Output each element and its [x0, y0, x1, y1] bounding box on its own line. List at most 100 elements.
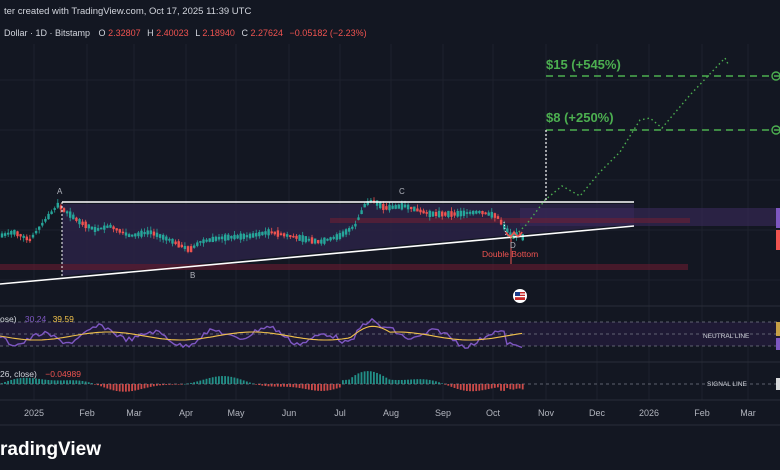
candle-body: [16, 231, 19, 237]
macd-bar: [128, 384, 130, 392]
candle-body: [379, 201, 382, 209]
candle-body: [397, 204, 400, 209]
macd-bar: [503, 384, 505, 391]
candle-body: [484, 212, 487, 215]
candle-body: [499, 219, 503, 225]
candle-body: [75, 217, 78, 221]
close-label: C: [241, 28, 248, 38]
macd-bar: [106, 384, 109, 389]
candle-body: [338, 233, 342, 240]
candle-body: [385, 206, 388, 210]
candle-body: [131, 234, 134, 237]
macd-bar: [87, 382, 90, 384]
macd-bar: [478, 384, 481, 391]
macd-bar: [379, 374, 381, 384]
rsi-legend-label: ose): [0, 314, 17, 324]
time-axis-label: 2026: [639, 408, 659, 418]
us-flag-icon[interactable]: [513, 289, 527, 303]
open-label: O: [99, 28, 106, 38]
macd-value: −0.04989: [45, 369, 81, 379]
macd-bar: [462, 384, 465, 391]
candle-body: [72, 214, 75, 220]
macd-bar: [69, 380, 71, 384]
macd-bar: [236, 378, 239, 384]
candle-body: [394, 205, 397, 209]
candle-body: [304, 236, 307, 243]
macd-bar: [97, 384, 99, 386]
rising-support-line[interactable]: [0, 225, 635, 285]
macd-bar: [249, 382, 251, 384]
macd-bar: [515, 384, 518, 389]
candle-body: [87, 224, 90, 229]
candle-body: [81, 221, 84, 225]
rsi-ma-line: [0, 325, 523, 341]
time-axis-label: Oct: [486, 408, 501, 418]
target-8-marker: [771, 125, 780, 135]
macd-bar: [103, 384, 106, 388]
time-axis-label: Mar: [740, 408, 756, 418]
candle-body: [7, 232, 10, 235]
candle-body: [276, 230, 280, 237]
macd-bar: [233, 377, 236, 384]
candle-body: [62, 208, 66, 212]
macd-bar: [394, 379, 397, 384]
candle-body: [34, 231, 38, 234]
macd-bar: [360, 372, 363, 384]
point-a-label: A: [57, 187, 63, 196]
macd-bar: [35, 378, 37, 384]
candle-body: [78, 219, 81, 225]
macd-legend: 26, close) −0.04989: [0, 369, 81, 379]
candle-body: [189, 246, 193, 253]
macd-bar: [190, 382, 192, 384]
candle-body: [512, 232, 515, 239]
candle-body: [127, 234, 131, 237]
candle-body: [211, 236, 214, 243]
macd-bar: [276, 384, 279, 387]
macd-bar: [456, 384, 459, 389]
candle-body: [521, 234, 524, 241]
macd-bar: [214, 376, 217, 384]
macd-bar: [137, 384, 140, 390]
projection-path: [511, 56, 729, 239]
candle-body: [406, 204, 410, 210]
macd-bar: [342, 380, 344, 384]
macd-bar: [44, 379, 47, 384]
candle-body: [155, 232, 159, 237]
neutral-line-label: NEUTRAL LINE: [703, 333, 750, 340]
candle-body: [217, 236, 221, 240]
macd-bar: [459, 384, 462, 390]
macd-bar: [94, 384, 96, 385]
candle-body: [100, 227, 103, 230]
candle-body: [366, 201, 369, 205]
candle-body: [158, 234, 162, 238]
candle-body: [245, 235, 249, 238]
candle-body: [38, 226, 41, 230]
target-8-label: $8 (+250%): [546, 110, 614, 125]
macd-bar: [159, 384, 161, 386]
candle-body: [59, 205, 63, 210]
candle-body: [298, 234, 301, 241]
macd-bar: [521, 384, 524, 390]
candle-body: [248, 233, 252, 239]
macd-bar: [354, 375, 357, 384]
candle-body: [10, 230, 13, 235]
macd-bar: [444, 384, 447, 385]
candle-body: [84, 221, 87, 229]
candle-body: [28, 238, 32, 242]
macd-bar: [397, 380, 400, 384]
macd-bar: [332, 384, 335, 390]
candle-body: [317, 240, 320, 244]
price-axis-marker-red: [776, 230, 780, 250]
candle-body: [400, 203, 404, 210]
macd-bar: [205, 378, 208, 384]
candle-body: [183, 245, 187, 249]
candle-body: [332, 236, 335, 239]
macd-bar: [75, 380, 78, 384]
candle-body: [0, 233, 4, 238]
candle-body: [177, 241, 180, 248]
candle-body: [186, 246, 190, 252]
candle-body: [310, 237, 314, 244]
open-value: 2.32807: [108, 28, 141, 38]
candle-body: [441, 211, 444, 217]
header-ohlc: Dollar · 1D · Bitstamp O 2.32807 H 2.400…: [4, 28, 367, 38]
